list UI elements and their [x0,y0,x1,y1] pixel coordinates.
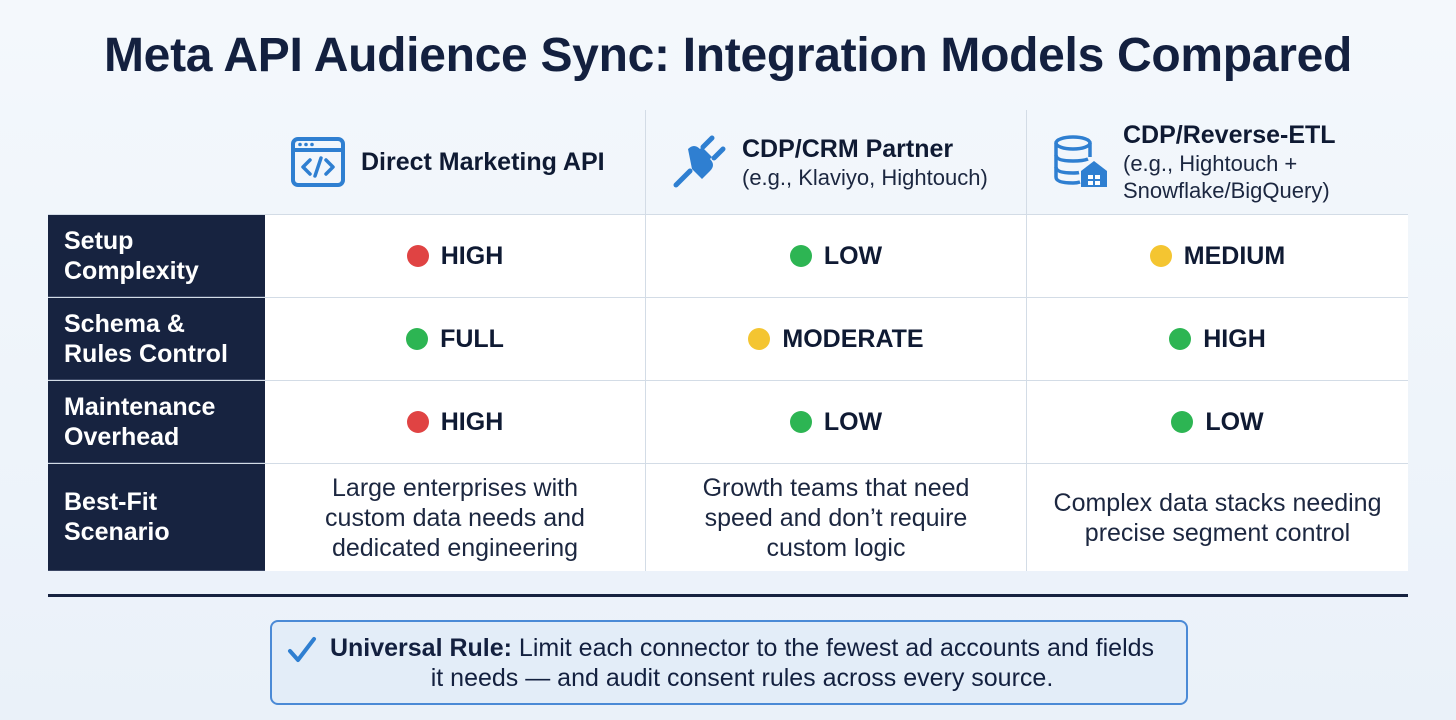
rating-cell: HIGH [265,215,646,297]
column-header-cdp-crm: CDP/CRM Partner (e.g., Klaviyo, Hightouc… [646,110,1027,214]
status-dot [748,328,771,350]
scenario-cell: Complex data stacks needing precise segm… [1027,464,1408,571]
scenario-text: Growth teams that need speed and don’t r… [702,473,970,562]
rating-value: HIGH [440,241,504,270]
column-name: Direct Marketing API [361,148,605,176]
rating-cell: HIGH [1027,298,1408,380]
rating-value: FULL [440,324,504,353]
rating-cell: LOW [646,215,1027,297]
page-title: Meta API Audience Sync: Integration Mode… [103,29,1352,82]
section-divider [48,594,1408,597]
status-dot [789,245,812,267]
table-header: Direct Marketing API CDP/CRM Partner (e.… [48,110,1408,214]
row-maintenance-overhead: Maintenance Overhead HIGH LOW LOW [48,380,1408,463]
column-name: CDP/CRM Partner [742,134,954,163]
rating-cell: LOW [646,381,1027,463]
row-label: Schema & Rules Control [48,298,265,380]
column-name: CDP/Reverse-ETL [1123,121,1336,149]
status-dot [1149,245,1172,267]
row-label: Setup Complexity [48,215,265,297]
plug-icon [670,133,728,191]
status-dot [1171,411,1194,433]
scenario-text: Large enterprises with custom data needs… [325,473,585,562]
status-dot [406,411,429,433]
column-subtitle: (e.g., Hightouch + Snowflake/BigQuery) [1123,151,1330,203]
rating-cell: MEDIUM [1027,215,1408,297]
universal-rule-callout: Universal Rule: Limit each connector to … [270,620,1188,705]
row-schema-rules-control: Schema & Rules Control FULL MODERATE HIG… [48,297,1408,380]
rating-value: HIGH [1203,324,1266,353]
column-header-reverse-etl: CDP/Reverse-ETL (e.g., Hightouch + Snowf… [1027,110,1408,214]
code-window-icon [289,133,347,191]
status-dot [1169,328,1192,350]
rating-cell: FULL [265,298,646,380]
rating-cell: LOW [1027,381,1408,463]
scenario-cell: Large enterprises with custom data needs… [265,464,646,571]
column-subtitle: (e.g., Klaviyo, Hightouch) [742,164,988,190]
scenario-cell: Growth teams that need speed and don’t r… [646,464,1027,571]
status-dot [789,411,812,433]
rating-cell: HIGH [265,381,646,463]
row-label: Best-Fit Scenario [48,464,265,571]
row-setup-complexity: Setup Complexity HIGH LOW MEDIUM [48,214,1408,297]
universal-rule-text: Universal Rule: Limit each connector to … [294,633,1164,693]
rule-body: Limit each connector to the fewest ad ac… [430,633,1155,692]
rating-value: LOW [823,407,883,436]
row-label: Maintenance Overhead [48,381,265,463]
rating-value: MEDIUM [1183,241,1286,270]
rating-value: LOW [1205,407,1264,436]
status-dot [406,245,429,267]
rating-cell: MODERATE [646,298,1027,380]
header-corner [48,110,265,214]
rating-value: HIGH [440,407,504,436]
rule-lead: Universal Rule: [329,633,512,662]
column-header-direct-api: Direct Marketing API [265,110,646,214]
checkmark-icon [286,634,318,666]
database-warehouse-icon [1051,133,1109,191]
comparison-table: Direct Marketing API CDP/CRM Partner (e.… [48,110,1408,571]
status-dot [406,328,429,350]
rating-value: LOW [823,241,883,270]
rating-value: MODERATE [782,324,924,353]
scenario-text: Complex data stacks needing precise segm… [1053,488,1382,547]
row-best-fit-scenario: Best-Fit Scenario Large enterprises with… [48,463,1408,571]
